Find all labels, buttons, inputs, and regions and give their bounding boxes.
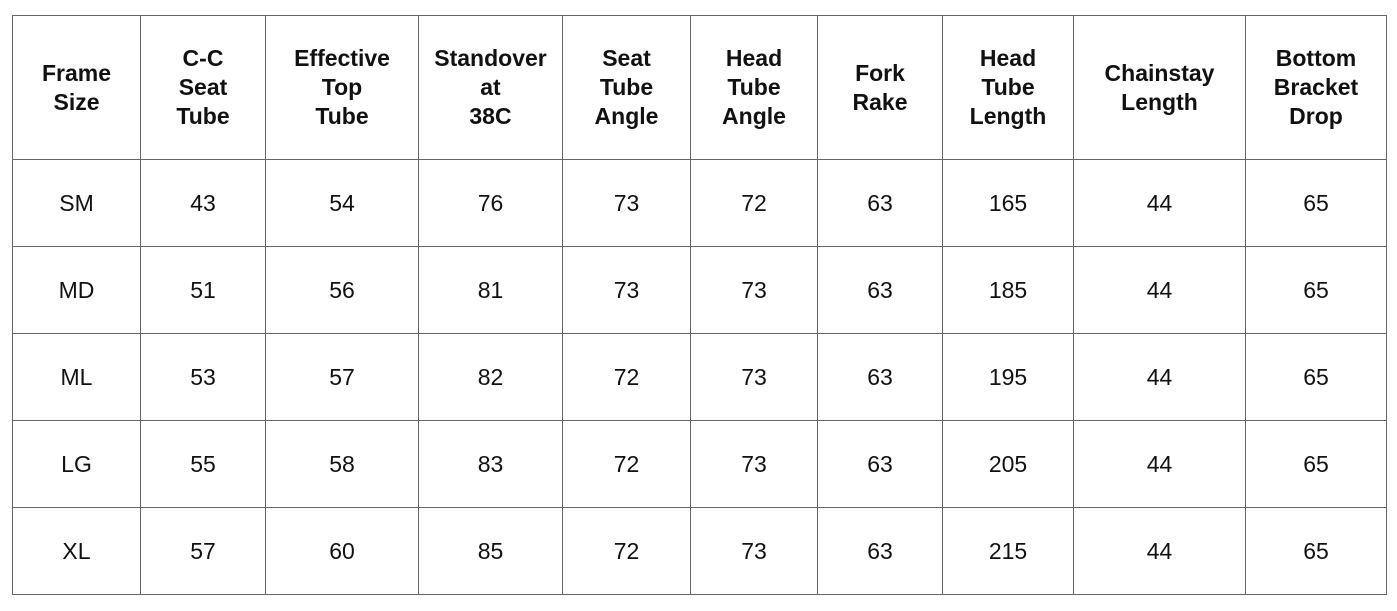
header-text: Bracket [1273,74,1359,100]
header-text: Seat [178,74,228,100]
value-cell: 43 [140,159,266,247]
header-text: Tube [315,103,369,129]
value-cell: 73 [562,246,691,334]
header-cell: Frame Size [12,15,141,160]
table-row: XL 57 60 85 72 73 63 215 44 65 [12,507,1387,595]
value-cell: 57 [265,333,419,421]
value-cell: 53 [140,333,266,421]
value-cell: 73 [562,159,691,247]
header-text: Size [53,88,100,115]
header-text: 38C [469,103,512,129]
header-text: at [480,74,501,100]
value-cell: 205 [942,420,1074,508]
table-row: SM 43 54 76 73 72 63 165 44 65 [12,159,1387,247]
header-text: Seat [602,45,651,71]
frame-size-cell: XL [12,507,141,595]
value-cell: 65 [1245,420,1387,508]
value-cell: 73 [690,246,818,334]
frame-size-cell: ML [12,333,141,421]
value-cell: 185 [942,246,1074,334]
frame-size-cell: SM [12,159,141,247]
value-cell: 60 [265,507,419,595]
table-row: MD 51 56 81 73 73 63 185 44 65 [12,246,1387,334]
header-cell: Bottom Bracket Drop [1245,15,1387,160]
frame-size-cell: LG [12,420,141,508]
value-cell: 44 [1073,159,1246,247]
value-cell: 63 [817,159,943,247]
value-cell: 65 [1245,159,1387,247]
value-cell: 44 [1073,420,1246,508]
value-cell: 44 [1073,507,1246,595]
value-cell: 72 [562,507,691,595]
header-text: Angle [722,103,786,129]
table-row: ML 53 57 82 72 73 63 195 44 65 [12,333,1387,421]
header-cell: Head Tube Length [942,15,1074,160]
value-cell: 54 [265,159,419,247]
header-cell: Fork Rake [817,15,943,160]
header-cell: Head Tube Angle [690,15,818,160]
value-cell: 56 [265,246,419,334]
header-text: Drop [1289,103,1343,129]
header-text: Tube [176,103,230,129]
header-cell: Seat Tube Angle [562,15,691,160]
table-body: SM 43 54 76 73 72 63 165 44 65 MD 51 56 81 73 73 63 185 44… [12,159,1387,595]
value-cell: 76 [418,159,563,247]
value-cell: 44 [1073,333,1246,421]
header-text: Standover [434,45,547,71]
header-text: Rake [852,88,908,115]
value-cell: 82 [418,333,563,421]
value-cell: 63 [817,507,943,595]
value-cell: 72 [562,420,691,508]
value-cell: 57 [140,507,266,595]
header-text: Top [321,74,363,100]
header-text: Frame [41,59,112,86]
value-cell: 58 [265,420,419,508]
value-cell: 63 [817,420,943,508]
header-text: Head [725,45,783,71]
geometry-table: Frame Size C-C Seat Tube Effective Top Tube Stan… [12,15,1387,595]
value-cell: 65 [1245,246,1387,334]
value-cell: 81 [418,246,563,334]
value-cell: 72 [690,159,818,247]
value-cell: 73 [690,507,818,595]
header-text: C-C [182,45,224,71]
header-text: Angle [594,103,659,129]
header-text: Length [1121,88,1198,115]
header-text: Tube [599,74,654,100]
value-cell: 73 [690,333,818,421]
header-text: Head [979,45,1037,71]
value-cell: 51 [140,246,266,334]
frame-size-cell: MD [12,246,141,334]
header-cell: Standover at 38C [418,15,563,160]
header-text: Chainstay [1104,59,1215,86]
value-cell: 65 [1245,333,1387,421]
header-text: Bottom [1275,45,1357,71]
value-cell: 83 [418,420,563,508]
header-text: Fork [855,59,905,86]
header-cell: Chainstay Length [1073,15,1246,160]
header-text: Length [969,103,1047,129]
value-cell: 85 [418,507,563,595]
value-cell: 73 [690,420,818,508]
header-text: Tube [727,74,781,100]
value-cell: 63 [817,246,943,334]
value-cell: 63 [817,333,943,421]
value-cell: 165 [942,159,1074,247]
value-cell: 44 [1073,246,1246,334]
table-row: LG 55 58 83 72 73 63 205 44 65 [12,420,1387,508]
value-cell: 195 [942,333,1074,421]
header-text: Effective [294,45,390,71]
header-cell: Effective Top Tube [265,15,419,160]
value-cell: 215 [942,507,1074,595]
header-text: Tube [981,74,1035,100]
header-cell: C-C Seat Tube [140,15,266,160]
value-cell: 72 [562,333,691,421]
value-cell: 55 [140,420,266,508]
value-cell: 65 [1245,507,1387,595]
header-row: Frame Size C-C Seat Tube Effective Top Tube Stan… [12,15,1387,160]
